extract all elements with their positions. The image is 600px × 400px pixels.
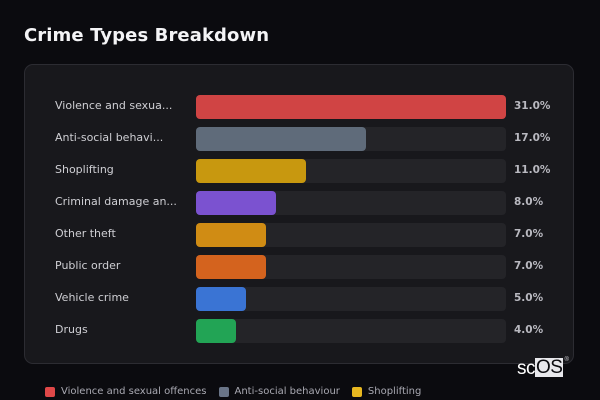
bar-label: Criminal damage an... [55,195,177,208]
bar-track [196,287,506,311]
bar-track [196,127,506,151]
bar-row: Public order 7.0% [25,255,573,279]
legend-swatch-icon [218,386,229,397]
bar-value: 4.0% [514,324,544,336]
bar-row: Criminal damage an... 8.0% [25,191,573,215]
legend-swatch-icon [351,386,362,397]
bar-label: Shoplifting [55,163,114,176]
bar-value: 11.0% [514,164,551,176]
bar-fill[interactable] [196,159,306,183]
bar-label: Drugs [55,323,88,336]
bar-row: Drugs 4.0% [25,319,573,343]
bar-label: Other theft [55,227,116,240]
bar-track [196,95,506,119]
bar-label: Public order [55,259,121,272]
chart-card: Violence and sexua... 31.0% Anti-social … [24,64,574,364]
bar-value: 31.0% [514,100,551,112]
bar-fill[interactable] [196,255,266,279]
legend-item[interactable]: Violence and sexual offences [45,386,207,397]
legend-swatch-icon [45,386,55,397]
bar-value: 5.0% [514,292,544,304]
chart-legend: Violence and sexual offences Anti-social… [45,386,421,397]
logo-text-right: OS [535,357,564,378]
bar-fill[interactable] [196,287,246,311]
bar-label: Vehicle crime [55,291,129,304]
legend-item[interactable]: Anti-social behaviour [218,386,340,397]
watermark-logo: sc OS ® [517,357,569,380]
bar-track [196,159,506,183]
legend-item[interactable]: Shoplifting [351,386,422,397]
bar-value: 7.0% [514,228,544,240]
bar-row: Violence and sexua... 31.0% [25,95,573,119]
bar-row: Anti-social behavi... 17.0% [25,127,573,151]
bar-value: 7.0% [514,260,544,272]
bar-fill[interactable] [196,127,366,151]
registered-mark-icon: ® [564,357,569,363]
bar-fill[interactable] [196,191,276,215]
legend-label: Anti-social behaviour [234,386,340,397]
bar-row: Shoplifting 11.0% [25,159,573,183]
bar-value: 8.0% [514,196,544,208]
bar-row: Vehicle crime 5.0% [25,287,573,311]
logo-text-left: sc [517,358,536,379]
chart-title: Crime Types Breakdown [24,25,270,46]
bar-track [196,223,506,247]
bar-track [196,319,506,343]
bar-fill[interactable] [196,95,506,119]
bar-track [196,191,506,215]
legend-label: Shoplifting [367,386,422,397]
legend-label: Violence and sexual offences [61,386,207,397]
bar-label: Violence and sexua... [55,99,173,112]
bar-value: 17.0% [514,132,551,144]
bar-row: Other theft 7.0% [25,223,573,247]
bar-fill[interactable] [196,319,236,343]
bar-fill[interactable] [196,223,266,247]
bar-label: Anti-social behavi... [55,131,164,144]
bar-track [196,255,506,279]
